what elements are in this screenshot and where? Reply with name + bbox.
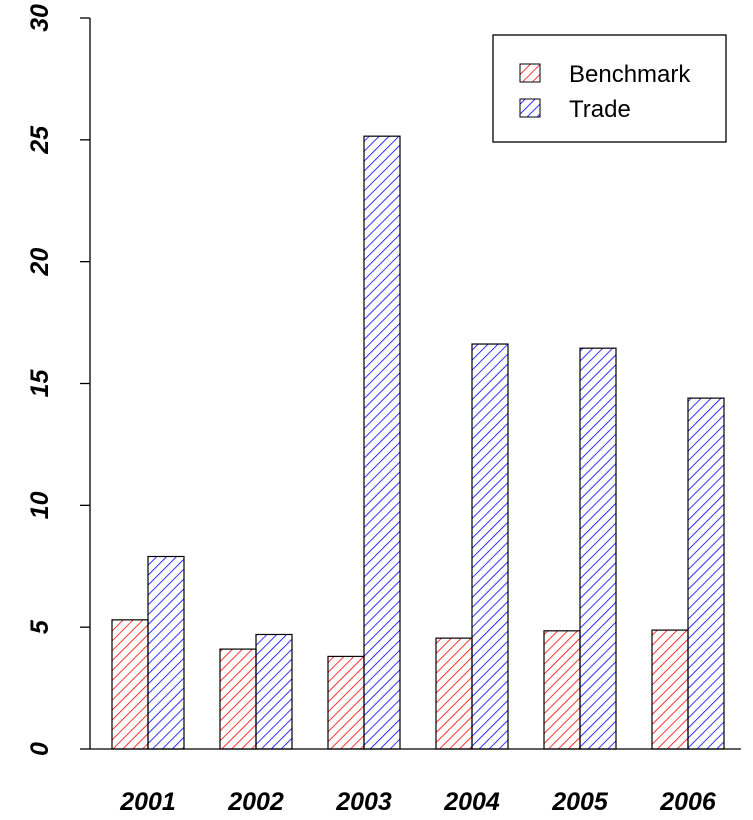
legend-swatch-benchmark <box>519 63 541 83</box>
y-tick-label: 0 <box>26 742 54 756</box>
y-tick-label: 5 <box>26 619 54 634</box>
legend-swatch-trade <box>519 98 541 118</box>
bar-benchmark-2005 <box>543 630 581 750</box>
bar-trade-2001 <box>147 555 185 750</box>
bar-trade-2003 <box>363 135 401 750</box>
x-tick-label: 2001 <box>119 788 176 816</box>
bar-trade-2006 <box>687 397 725 750</box>
bar-benchmark-2004 <box>435 637 473 750</box>
legend-label-benchmark: Benchmark <box>569 61 691 88</box>
y-tick-label: 10 <box>26 491 54 519</box>
x-axis: 2001 2002 2003 2004 2005 2006 <box>90 748 741 816</box>
bar-benchmark-2001 <box>111 619 149 750</box>
bar-trade-2004 <box>471 343 509 750</box>
x-tick-label: 2004 <box>443 788 500 816</box>
x-tick-label: 2002 <box>227 788 284 816</box>
y-tick-label: 30 <box>26 4 54 32</box>
x-tick-label: 2006 <box>659 788 717 816</box>
bar-benchmark-2006 <box>651 629 689 750</box>
y-tick-label: 25 <box>26 125 54 155</box>
bar-benchmark-2003 <box>327 655 365 750</box>
y-tick-label: 20 <box>26 248 54 277</box>
x-tick-label: 2005 <box>551 788 609 816</box>
y-tick-label: 15 <box>26 369 54 398</box>
y-axis: 0 5 10 15 20 25 30 <box>26 4 91 756</box>
legend: Benchmark Trade <box>492 34 727 143</box>
x-tick-label: 2003 <box>335 788 392 816</box>
bars <box>111 135 725 750</box>
bar-trade-2002 <box>255 633 293 750</box>
legend-box <box>492 34 727 143</box>
bar-benchmark-2002 <box>219 648 257 750</box>
legend-label-trade: Trade <box>569 96 631 123</box>
bar-trade-2005 <box>579 347 617 750</box>
